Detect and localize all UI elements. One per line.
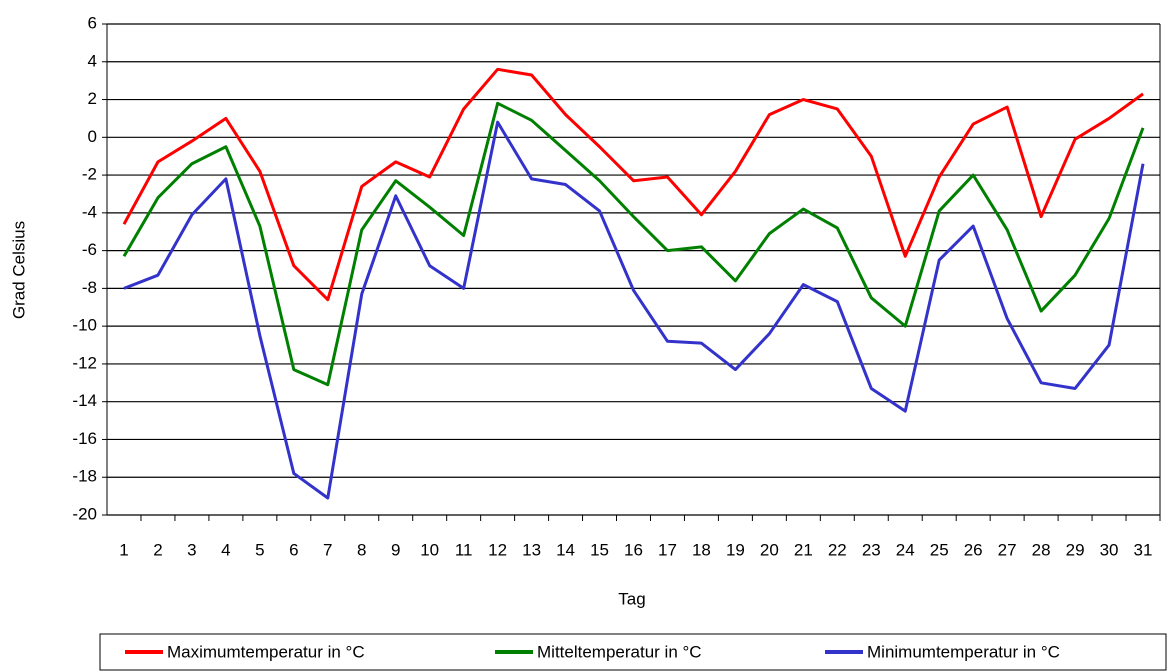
x-tick-label: 1 [119,540,128,559]
x-tick-label: 28 [1032,540,1051,559]
x-tick-label: 20 [760,540,779,559]
x-tick-label: 27 [998,540,1017,559]
x-tick-label: 29 [1066,540,1085,559]
y-tick-label: -10 [72,316,97,335]
x-tick-label: 30 [1100,540,1119,559]
x-tick-label: 6 [289,540,298,559]
x-tick-label: 14 [556,540,575,559]
x-axis-label: Tag [618,589,645,608]
x-tick-label: 4 [221,540,230,559]
y-axis-label: Grad Celsius [9,221,28,319]
x-tick-label: 3 [187,540,196,559]
x-tick-label: 22 [828,540,847,559]
legend-label: Minimumtemperatur in °C [867,642,1060,661]
y-tick-label: 6 [88,13,97,32]
x-tick-label: 7 [323,540,332,559]
x-tick-label: 15 [590,540,609,559]
y-tick-label: -2 [82,165,97,184]
x-tick-label: 31 [1134,540,1153,559]
y-tick-label: -6 [82,240,97,259]
x-tick-label: 17 [658,540,677,559]
y-tick-label: -14 [72,391,97,410]
line [122,67,1144,302]
x-tick-label: 8 [357,540,366,559]
x-tick-label: 2 [153,540,162,559]
x-tick-label: 11 [455,540,473,559]
x-tick-label: 23 [862,540,881,559]
legend-box [99,633,1167,671]
x-tick-label: 25 [930,540,949,559]
y-tick-label: -4 [82,202,97,221]
x-tick-label: 24 [896,540,915,559]
y-tick-label: -20 [72,504,97,523]
x-tick-label: 21 [794,540,813,559]
x-tick-label: 12 [488,540,507,559]
y-tick-label: 2 [88,89,97,108]
legend-label: Mitteltemperatur in °C [537,642,702,661]
y-tick-label: -8 [82,278,97,297]
x-tick-label: 16 [624,540,643,559]
y-tick-label: -12 [72,353,97,372]
x-tick-label: 19 [726,540,745,559]
y-tick-label: 4 [88,51,97,70]
x-tick-label: 18 [692,540,711,559]
line [122,101,1145,387]
x-tick-label: 9 [391,540,400,559]
x-tick-label: 13 [522,540,541,559]
y-tick-label: -16 [72,429,97,448]
line [123,120,1145,500]
x-tick-label: 10 [420,540,439,559]
x-tick-label: 5 [255,540,264,559]
x-tick-label: 26 [964,540,983,559]
y-tick-label: 0 [88,127,97,146]
y-tick-label: -18 [72,467,97,486]
legend-label: Maximumtemperatur in °C [167,642,365,661]
